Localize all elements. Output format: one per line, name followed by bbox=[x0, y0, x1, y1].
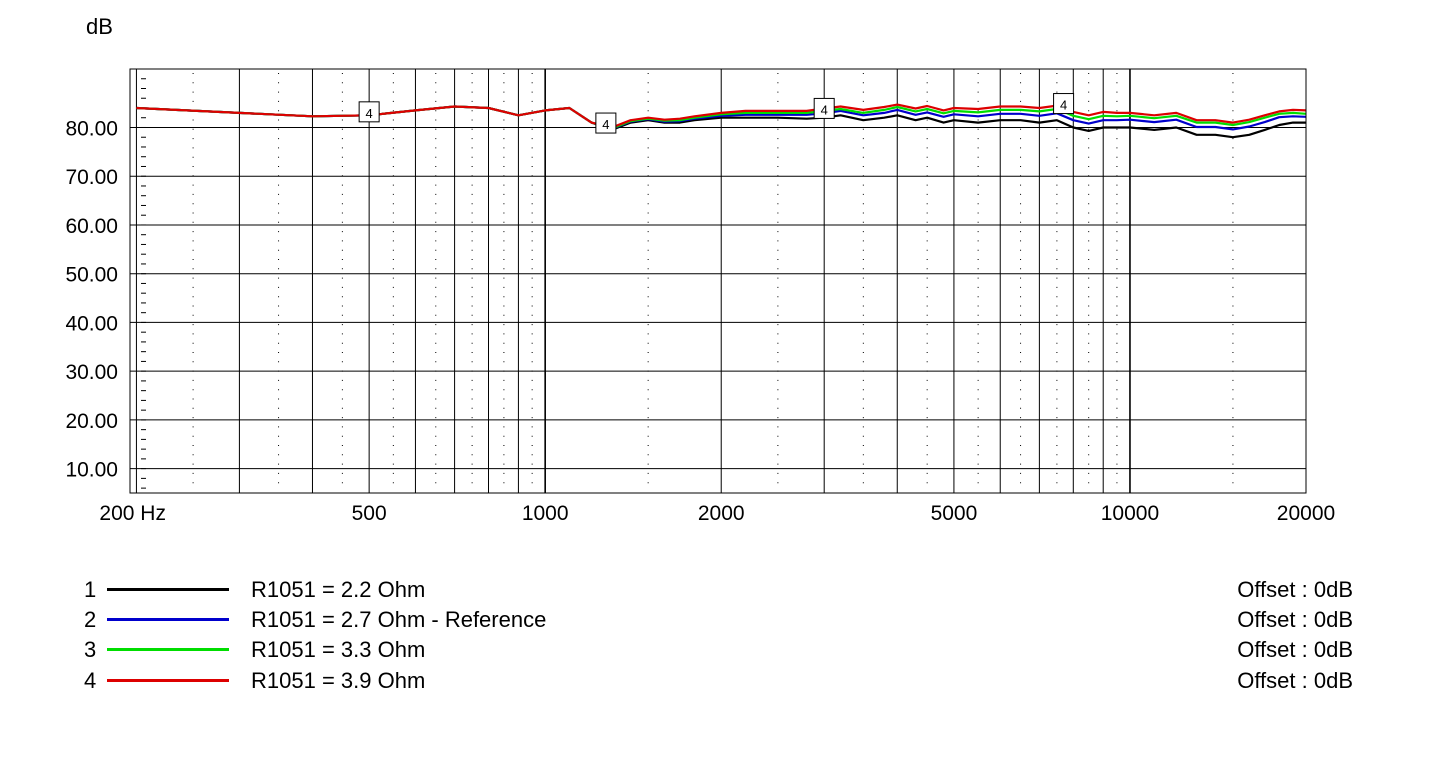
x-tick-label: 500 bbox=[352, 502, 387, 525]
y-tick-label: 20.00 bbox=[65, 410, 118, 433]
plot-frame bbox=[129, 68, 1307, 494]
marker-box bbox=[1053, 93, 1075, 115]
x-tick-label: 1000 bbox=[522, 502, 569, 525]
marker-box bbox=[358, 101, 380, 123]
marker-box bbox=[595, 112, 617, 134]
marker-label: 4 bbox=[821, 102, 828, 117]
x-tick-label: 2000 bbox=[698, 502, 745, 525]
y-tick-label: 80.00 bbox=[65, 117, 118, 140]
legend-offset: Offset : 0dB bbox=[1237, 668, 1353, 693]
y-axis: 80.00 70.00 60.00 50.00 40.00 30.00 20.00 10.00 bbox=[65, 117, 118, 481]
legend-label: R1051 = 2.7 Ohm - Reference bbox=[251, 607, 547, 632]
x-tick-label: 20000 bbox=[1277, 502, 1335, 525]
y-tick-label: 10.00 bbox=[65, 459, 118, 482]
plot-markers: 4 4 4 4 bbox=[358, 93, 1075, 134]
legend-swatch bbox=[107, 679, 229, 682]
legend-offset: Offset : 0dB bbox=[1237, 607, 1353, 632]
y-tick-label: 30.00 bbox=[65, 361, 118, 384]
legend-row: 4 R1051 = 3.9 Ohm Offset : 0dB bbox=[0, 666, 1436, 696]
legend-number: 2 bbox=[84, 607, 97, 632]
x-axis: 200 Hz 500 1000 2000 5000 10000 20000 bbox=[99, 502, 1335, 525]
marker-label: 4 bbox=[602, 117, 609, 132]
legend-offset: Offset : 0dB bbox=[1237, 637, 1353, 662]
legend-row: 1 R1051 = 2.2 Ohm Offset : 0dB bbox=[0, 575, 1436, 605]
legend-label: R1051 = 2.2 Ohm bbox=[251, 577, 426, 602]
y-tick-label: 40.00 bbox=[65, 312, 118, 335]
legend-number: 4 bbox=[84, 668, 97, 693]
marker-box bbox=[813, 97, 835, 119]
legend-number: 3 bbox=[84, 637, 97, 662]
plot-series bbox=[136, 103, 1307, 139]
y-tick-label: 70.00 bbox=[65, 166, 118, 189]
legend-label: R1051 = 3.9 Ohm bbox=[251, 668, 426, 693]
x-tick-label: 10000 bbox=[1101, 502, 1159, 525]
legend-offset: Offset : 0dB bbox=[1237, 577, 1353, 602]
legend-swatch bbox=[107, 588, 229, 591]
y-axis-label: dB bbox=[86, 14, 113, 39]
legend-label: R1051 = 3.3 Ohm bbox=[251, 637, 426, 662]
legend-swatch bbox=[107, 648, 229, 651]
legend-row: 3 R1051 = 3.3 Ohm Offset : 0dB bbox=[0, 635, 1436, 665]
y-tick-label: 50.00 bbox=[65, 264, 118, 287]
marker-label: 4 bbox=[366, 106, 373, 121]
legend-row: 2 R1051 = 2.7 Ohm - Reference Offset : 0… bbox=[0, 605, 1436, 635]
grid bbox=[130, 69, 1306, 493]
curve-marker: 4 bbox=[595, 112, 617, 134]
marker-label: 4 bbox=[1060, 98, 1067, 113]
x-tick-label: 200 Hz bbox=[99, 502, 166, 525]
x-tick-label: 5000 bbox=[931, 502, 978, 525]
legend-swatch bbox=[107, 618, 229, 621]
frequency-response-chart: dB 80.00 70.00 60.00 50.00 40.00 30.00 20.00 10… bbox=[65, 14, 1335, 525]
curve-marker: 4 bbox=[1053, 93, 1075, 115]
series-line bbox=[136, 103, 1307, 129]
legend-number: 1 bbox=[84, 577, 97, 602]
y-tick-label: 60.00 bbox=[65, 215, 118, 238]
curve-marker: 4 bbox=[813, 97, 835, 119]
curve-marker: 4 bbox=[358, 101, 380, 123]
